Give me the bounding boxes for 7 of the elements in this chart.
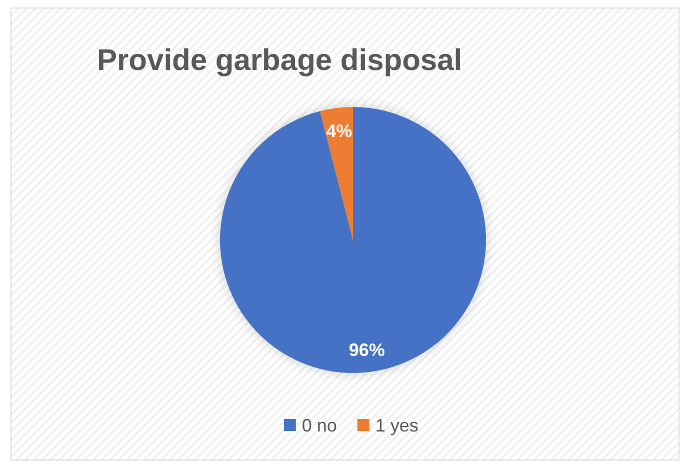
legend-label: 1 yes <box>375 415 418 436</box>
data-label: 4% <box>326 120 352 141</box>
legend-label: 0 no <box>302 415 337 436</box>
data-label: 96% <box>348 340 385 360</box>
pie-slice <box>320 107 353 240</box>
pie-slice <box>220 107 486 373</box>
chart-title: Provide garbage disposal <box>97 44 462 77</box>
